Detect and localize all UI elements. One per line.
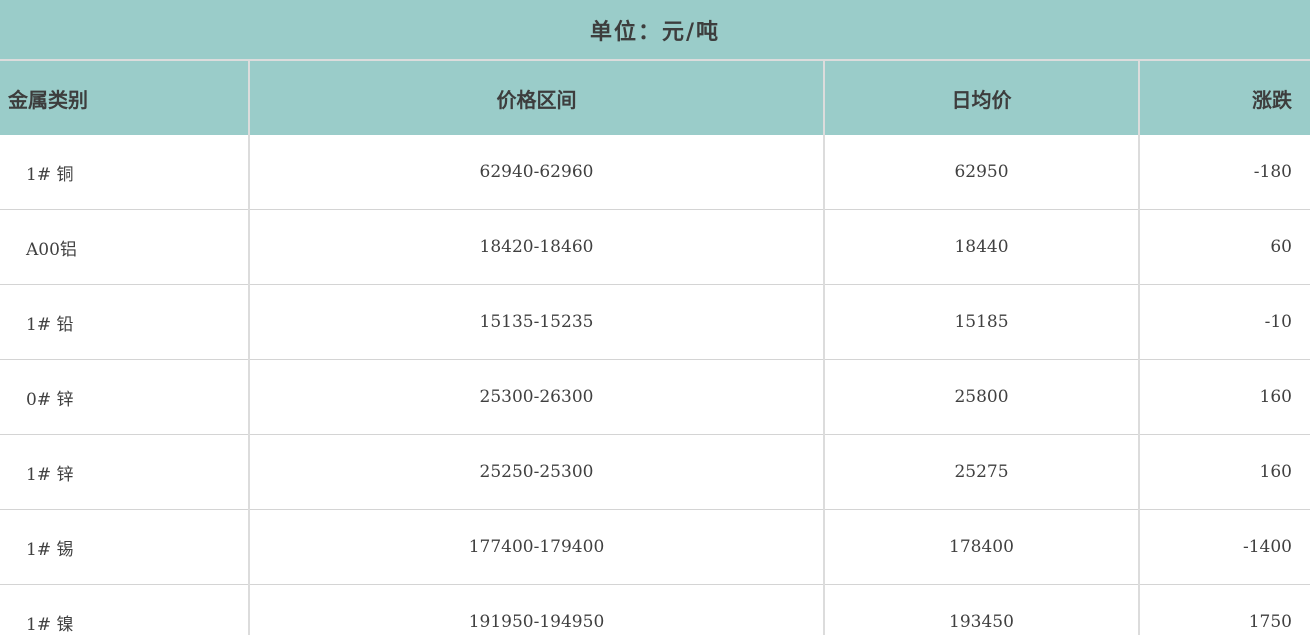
table-row: 1# 镍 191950-194950 193450 1750: [0, 584, 1310, 635]
daily-average: 15185: [823, 284, 1139, 360]
unit-label: 单位：元/吨: [589, 18, 721, 45]
table-row: 1# 铅 15135-15235 15185 -10: [0, 284, 1310, 360]
metal-price-table: 金属类别 价格区间 日均价 涨跌 1# 铜 62940-62960 62950 …: [0, 61, 1310, 635]
daily-average: 25275: [823, 434, 1139, 510]
col-header-change: 涨跌: [1138, 61, 1310, 135]
change-value: 60: [1138, 209, 1310, 285]
daily-average: 18440: [823, 209, 1139, 285]
price-range: 177400-179400: [248, 509, 824, 585]
table-row: 1# 锌 25250-25300 25275 160: [0, 434, 1310, 510]
price-range: 15135-15235: [248, 284, 824, 360]
metal-name: 1# 镍: [0, 584, 249, 635]
price-range: 18420-18460: [248, 209, 824, 285]
header-row: 金属类别 价格区间 日均价 涨跌: [0, 61, 1310, 135]
col-header-daily-average: 日均价: [823, 61, 1139, 135]
price-range: 191950-194950: [248, 584, 824, 635]
change-value: -1400: [1138, 509, 1310, 585]
daily-average: 25800: [823, 359, 1139, 435]
daily-average: 193450: [823, 584, 1139, 635]
metal-name: 1# 铜: [0, 135, 249, 210]
price-range: 62940-62960: [248, 135, 824, 210]
table-row: 0# 锌 25300-26300 25800 160: [0, 359, 1310, 435]
table-row: 1# 铜 62940-62960 62950 -180: [0, 135, 1310, 210]
change-value: -10: [1138, 284, 1310, 360]
metal-name: 0# 锌: [0, 359, 249, 435]
price-range: 25300-26300: [248, 359, 824, 435]
table-row: 1# 锡 177400-179400 178400 -1400: [0, 509, 1310, 585]
col-header-metal-category: 金属类别: [0, 61, 249, 135]
metal-name: A00铝: [0, 209, 249, 285]
change-value: 160: [1138, 434, 1310, 510]
price-range: 25250-25300: [248, 434, 824, 510]
metal-name: 1# 锡: [0, 509, 249, 585]
change-value: 160: [1138, 359, 1310, 435]
daily-average: 62950: [823, 135, 1139, 210]
change-value: -180: [1138, 135, 1310, 210]
table-title-bar: 单位：元/吨: [0, 0, 1310, 61]
metal-name: 1# 锌: [0, 434, 249, 510]
metal-name: 1# 铅: [0, 284, 249, 360]
table-row: A00铝 18420-18460 18440 60: [0, 209, 1310, 285]
col-header-price-range: 价格区间: [248, 61, 824, 135]
daily-average: 178400: [823, 509, 1139, 585]
change-value: 1750: [1138, 584, 1310, 635]
